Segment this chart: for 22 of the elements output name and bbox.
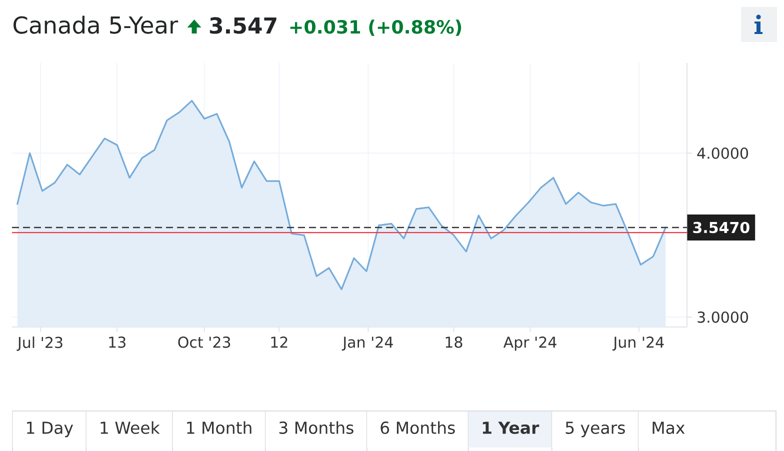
chart-title: Canada 5-Year	[14, 16, 178, 34]
text: 1 Year	[482, 422, 540, 434]
text: 5 years	[566, 422, 625, 438]
ref-line-label: 3.5470	[693, 222, 750, 234]
x-tick-label: Jun '24	[612, 336, 664, 351]
y-tick-label: 4.0000	[697, 148, 748, 159]
x-tick-label: 12	[271, 336, 288, 348]
x-tick-label: Jul '23	[16, 336, 62, 351]
text: Max	[652, 422, 685, 434]
text: 1 Day	[27, 422, 74, 438]
text: 3.547	[210, 17, 276, 34]
x-tick-label: 18	[446, 336, 462, 348]
text: 1 Week	[100, 421, 160, 434]
text: 3 Months	[279, 421, 354, 434]
text: 6 Months	[380, 421, 455, 434]
text: 1 Month	[187, 421, 252, 434]
y-tick-label: 3.0000	[698, 311, 748, 323]
x-tick-label: 13	[109, 336, 126, 348]
x-tick-label: Jan '24	[342, 336, 393, 351]
text: +0.031 (+0.88%)	[290, 20, 462, 36]
x-tick-label: Apr '24	[503, 336, 556, 351]
x-tick-label: Oct '23	[178, 336, 230, 348]
